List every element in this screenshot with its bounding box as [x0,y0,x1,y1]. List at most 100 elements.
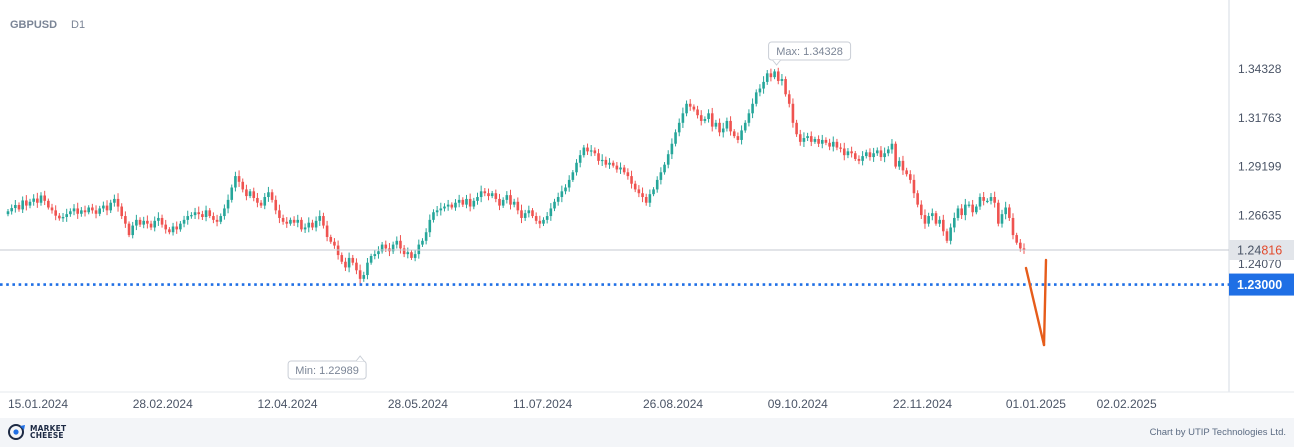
candle [986,198,989,204]
candle-body [765,73,769,82]
candle [901,155,905,175]
candle-body [256,197,259,203]
candle-body [94,210,98,214]
candle-body [435,210,439,213]
forecast-arrow-head [1042,258,1048,347]
candle-body [997,202,1000,224]
candle [65,208,68,222]
candle [989,193,993,205]
candle-body [641,193,644,198]
candle-body [131,225,135,236]
candle [553,198,556,212]
candle [300,217,303,232]
candle [80,207,83,217]
candle [784,76,787,97]
candle [523,209,527,221]
candle [857,155,861,165]
max-callout-label: Max: 1.34328 [776,46,843,58]
candle [402,245,406,258]
candle [655,176,659,193]
candle-body [281,217,285,222]
candle [593,147,597,156]
candle [223,204,226,220]
candle-body [10,208,13,212]
chart-overlays: 1.24816 1.23000 Max: 1.34328 Min: 1.22989 [0,41,1294,380]
candle-body [527,210,531,214]
candle-body [743,122,747,131]
candle [91,203,94,214]
candle-body [204,210,208,218]
candle-body [534,216,538,221]
candle [916,190,919,208]
candle [190,212,193,219]
candle-body [729,120,732,132]
candle-body [234,176,237,188]
candle-body [542,219,545,224]
candle-body [399,240,402,249]
candle [230,184,234,203]
price-axis: 1.34328 1.31763 1.29199 1.26635 1.24070 [1238,62,1282,271]
candle-body [479,191,483,198]
candle [824,137,828,146]
candle-body [113,198,116,203]
symbol-label: GBPUSD [10,19,57,31]
candle-body [289,219,292,224]
candle-body [179,223,182,230]
candle-body [571,172,575,180]
candle-body [193,212,197,216]
candle [927,212,930,227]
candle-body [897,160,901,167]
candle [714,119,718,130]
candle [50,203,54,214]
candle [314,216,318,232]
candle-body [868,152,872,158]
candle [109,199,113,214]
chart-canvas[interactable]: GBPUSD D1 1.343281.317631.291991.266351.… [0,0,1294,418]
candle [149,220,153,231]
candle-body [714,122,718,127]
candle-body [50,207,54,211]
candle-body [828,142,831,147]
candle-body [457,199,461,203]
candle-body [751,103,754,114]
candle [795,119,798,137]
candle [410,249,413,260]
candle-body [28,201,32,206]
min-callout-pointer [355,355,365,362]
candle-body [292,219,296,223]
current-price-badge [1229,240,1294,261]
candle [428,214,432,238]
candle-body [956,208,960,218]
logo-wordmark: MARKET CHEESE [30,423,67,440]
candle [307,217,311,233]
candle [215,214,219,227]
candle-body [655,179,659,190]
candle [61,213,65,222]
candle-body [366,262,369,276]
candle [399,235,402,254]
candle-body [300,219,303,230]
candle [762,76,765,94]
candle-body [927,216,930,224]
candle-body [652,189,655,195]
candle-body [879,150,883,158]
candle-body [839,147,842,149]
candle [589,145,593,157]
candle-body [597,153,600,161]
candle-body [942,219,945,232]
candle-body [61,217,65,219]
candle-body [754,92,758,104]
candle [626,168,630,180]
candle-body [252,191,256,198]
candle [567,175,571,192]
candle [619,162,622,174]
candle-body [864,152,868,157]
candle-body [358,270,362,279]
candle-body [934,213,938,224]
candle [245,184,248,201]
candle [366,257,369,280]
candle-body [747,113,751,123]
candle [872,147,875,162]
candle [699,110,703,126]
